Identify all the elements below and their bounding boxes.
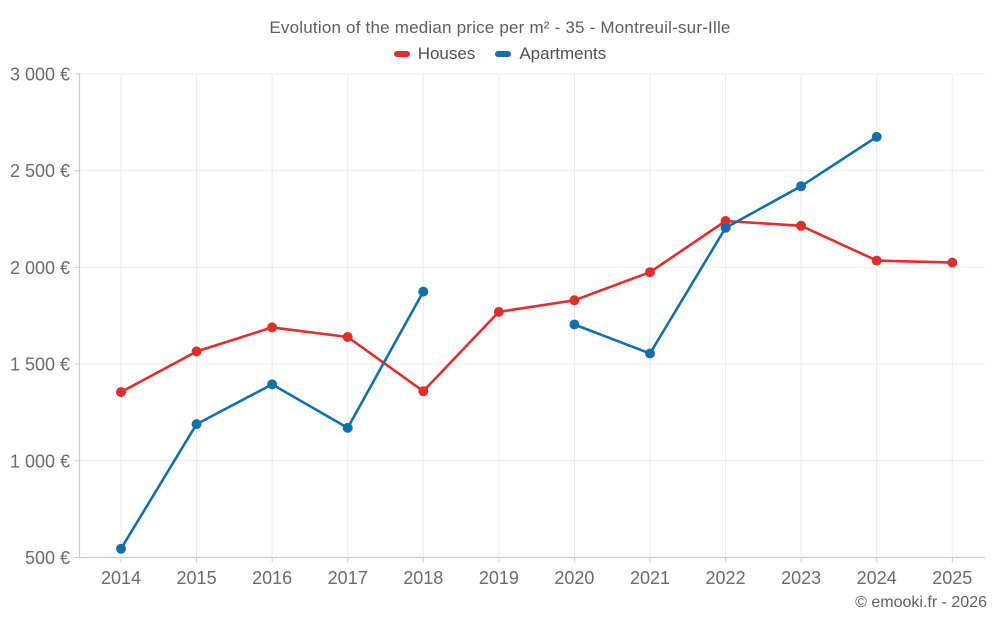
x-tick-label: 2021 bbox=[630, 568, 670, 588]
apartments-point-2024[interactable] bbox=[871, 131, 882, 142]
houses-point-2017[interactable] bbox=[342, 332, 353, 342]
x-tick-label: 2018 bbox=[403, 568, 443, 588]
houses-legend-label: Houses bbox=[417, 44, 476, 63]
apartments-point-2017[interactable] bbox=[342, 422, 353, 433]
x-tick-label: 2022 bbox=[706, 568, 746, 588]
x-axis: 2014 2015 2016 2017 2018 2019 2020 2021 2022 2023… bbox=[101, 74, 972, 588]
apartments-point-2018[interactable] bbox=[418, 286, 429, 297]
legend-item-houses[interactable]: Houses bbox=[393, 44, 476, 64]
apartments-point-2022[interactable] bbox=[720, 222, 731, 233]
y-tick-label: 500 € bbox=[25, 548, 70, 568]
y-tick-label: 2 500 € bbox=[10, 161, 70, 181]
houses-point-2021[interactable] bbox=[645, 267, 655, 278]
series-apartments bbox=[116, 131, 882, 554]
apartments-point-2015[interactable] bbox=[191, 419, 202, 430]
y-tick-label: 3 000 € bbox=[10, 65, 70, 85]
x-tick-label: 2017 bbox=[328, 568, 368, 588]
houses-legend-swatch bbox=[393, 51, 410, 57]
x-tick-label: 2020 bbox=[554, 568, 594, 588]
x-tick-label: 2023 bbox=[781, 568, 821, 588]
chart-title: Evolution of the median price per m² - 3… bbox=[269, 18, 731, 37]
series-houses bbox=[116, 216, 958, 398]
houses-point-2025[interactable] bbox=[947, 257, 958, 268]
chart-legend: Houses Apartments bbox=[0, 44, 1000, 64]
apartments-point-2014[interactable] bbox=[116, 543, 126, 554]
apartments-point-2020[interactable] bbox=[569, 319, 580, 330]
x-tick-label: 2019 bbox=[479, 568, 519, 588]
houses-point-2019[interactable] bbox=[493, 306, 504, 317]
y-tick-label: 1 500 € bbox=[10, 355, 70, 375]
x-tick-label: 2014 bbox=[101, 568, 141, 588]
x-tick-label: 2025 bbox=[932, 568, 972, 588]
apartments-point-2021[interactable] bbox=[645, 348, 655, 359]
houses-point-2020[interactable] bbox=[569, 295, 580, 306]
y-axis: 500 € 1 000 € 1 500 € 2 000 € 2 500 € 3 000 € bbox=[10, 65, 985, 568]
y-tick-label: 2 000 € bbox=[10, 258, 70, 278]
apartments-point-2016[interactable] bbox=[267, 379, 278, 390]
houses-line bbox=[119, 219, 954, 394]
houses-point-2024[interactable] bbox=[871, 255, 882, 266]
houses-point-2023[interactable] bbox=[796, 220, 807, 231]
x-tick-label: 2024 bbox=[857, 568, 897, 588]
apartments-legend-label: Apartments bbox=[519, 44, 607, 63]
x-tick-label: 2015 bbox=[177, 568, 217, 588]
apartments-point-2023[interactable] bbox=[796, 181, 807, 192]
houses-point-2014[interactable] bbox=[116, 387, 126, 398]
houses-point-2015[interactable] bbox=[191, 346, 202, 357]
x-tick-label: 2016 bbox=[252, 568, 292, 588]
legend-item-apartments[interactable]: Apartments bbox=[495, 44, 606, 64]
y-tick-label: 1 000 € bbox=[10, 451, 70, 471]
apartments-legend-swatch bbox=[495, 51, 512, 57]
copyright: © emooki.fr - 2026 bbox=[855, 594, 987, 611]
houses-point-2018[interactable] bbox=[418, 386, 429, 397]
houses-point-2016[interactable] bbox=[267, 322, 278, 333]
